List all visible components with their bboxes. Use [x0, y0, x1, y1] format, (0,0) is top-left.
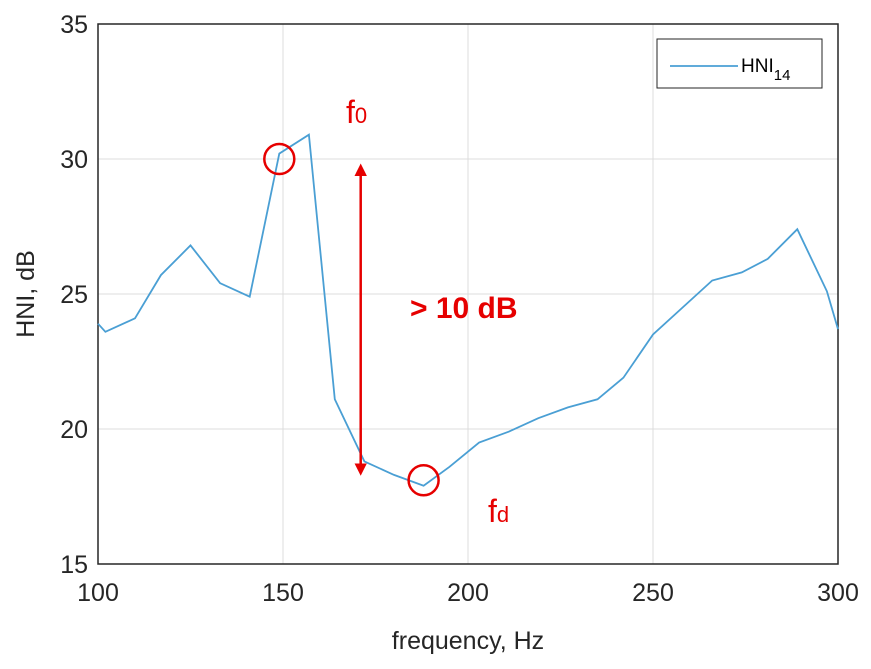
x-tick-label: 250 — [632, 579, 674, 607]
legend-label-sub: 14 — [774, 67, 791, 84]
x-tick-label: 300 — [817, 579, 859, 607]
x-tick-label: 150 — [262, 579, 304, 607]
f0-label: f0 — [346, 94, 367, 130]
difference-label: > 10 dB — [410, 292, 518, 325]
y-axis-ticks: 15 20 25 30 35 — [60, 11, 88, 579]
fd-label: fd — [488, 493, 509, 529]
y-axis-label: HNI, dB — [12, 250, 40, 338]
fd-label-sub: d — [497, 502, 509, 527]
x-tick-label: 200 — [447, 579, 489, 607]
legend-label-main: HNI — [741, 56, 774, 77]
f0-label-main: f — [346, 94, 355, 130]
y-tick-label: 20 — [60, 416, 88, 444]
legend: HNI14 — [656, 38, 823, 89]
series-line-hni14 — [97, 133, 839, 487]
f0-marker-circle — [263, 142, 296, 176]
y-tick-label: 15 — [60, 551, 88, 579]
y-tick-label: 25 — [60, 281, 88, 309]
plot-frame — [97, 23, 839, 565]
fd-label-main: f — [488, 493, 497, 529]
x-tick-label: 100 — [77, 579, 119, 607]
legend-box — [656, 38, 823, 89]
fd-marker-circle — [407, 464, 440, 497]
f0-label-sub: 0 — [355, 103, 367, 128]
y-tick-label: 35 — [60, 11, 88, 39]
x-axis-label: frequency, Hz — [392, 627, 544, 655]
x-axis-ticks: 100 150 200 250 300 — [77, 579, 859, 607]
annotations: f0 fd > 10 dB — [263, 94, 518, 529]
legend-label: HNI14 — [741, 56, 790, 84]
y-tick-label: 30 — [60, 146, 88, 174]
